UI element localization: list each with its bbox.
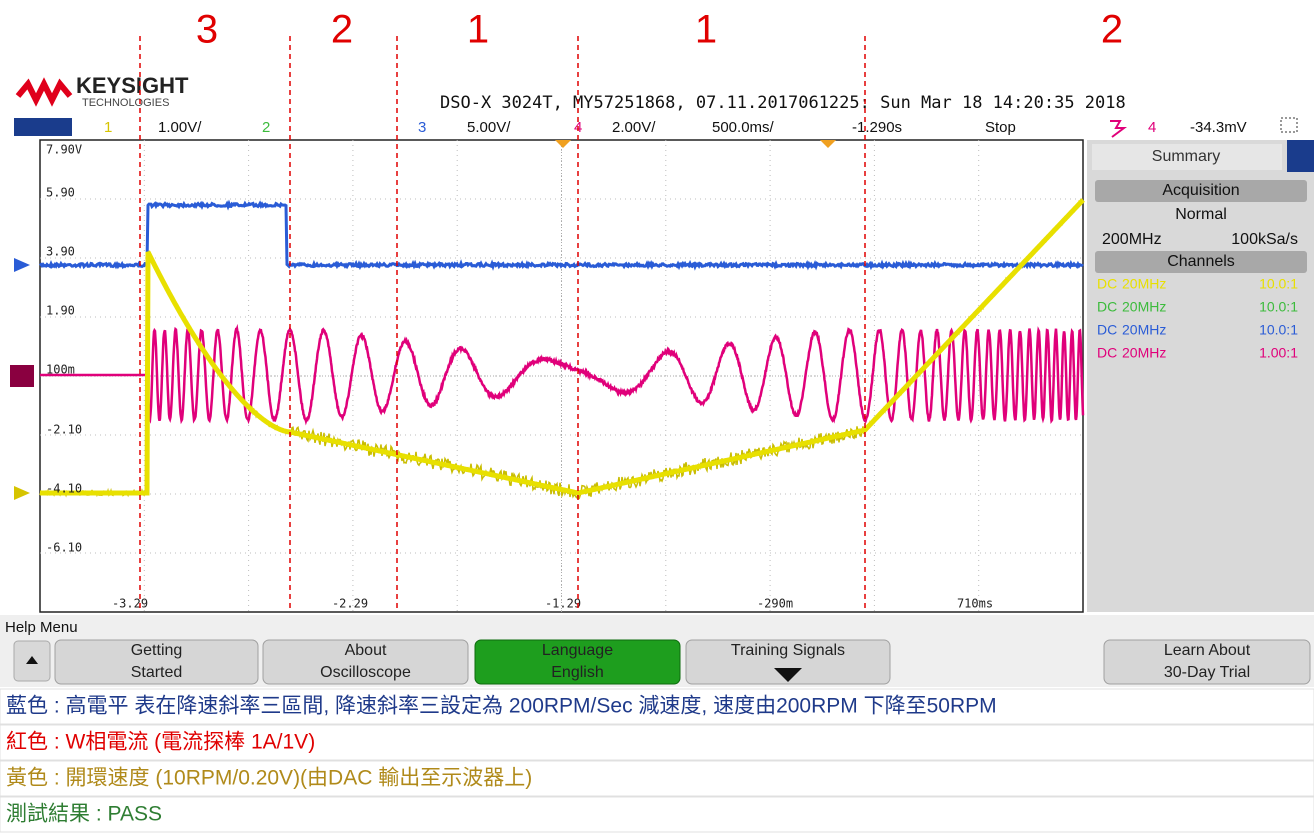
sample-rate: 100kSa/s xyxy=(1231,231,1298,248)
channel-coupling: DC xyxy=(1097,322,1117,338)
help-button[interactable]: Training Signals xyxy=(686,640,890,684)
channel-coupling: DC xyxy=(1097,276,1117,292)
ch3-scale: 5.00V/ xyxy=(467,119,511,136)
trigger-source: 4 xyxy=(1148,119,1156,136)
y-label: -2.10 xyxy=(46,423,82,437)
button-label: Language xyxy=(542,642,613,659)
x-label: -1.29 xyxy=(545,597,581,611)
ch4-scale: 2.00V/ xyxy=(612,119,656,136)
channel-coupling: DC xyxy=(1097,345,1117,361)
help-button[interactable]: Language English xyxy=(475,640,680,684)
channel-bar-icon xyxy=(14,118,72,136)
note-row xyxy=(0,797,1314,832)
channel-probe: 10.0:1 xyxy=(1259,322,1298,338)
note-text: 紅色 : W相電流 (電流探棒 1A/1V) xyxy=(6,731,315,754)
channels-heading: Channels xyxy=(1167,253,1235,270)
note-text: 測試結果 : PASS xyxy=(6,803,162,826)
channel-coupling: DC xyxy=(1097,299,1117,315)
help-button[interactable]: Getting Started xyxy=(55,640,258,684)
acquisition-heading: Acquisition xyxy=(1162,182,1239,199)
x-label: 710ms xyxy=(957,597,993,611)
button-label: Getting xyxy=(131,642,183,659)
channel-probe: 10.0:1 xyxy=(1259,299,1298,315)
scope-info: DSO-X 3024T, MY57251868, 07.11.201706122… xyxy=(440,93,1126,113)
note-text: 黃色 : 開環速度 (10RPM/0.20V)(由DAC 輸出至示波器上) xyxy=(6,767,532,790)
y-label: 3.90 xyxy=(46,245,75,259)
button-label: Learn About xyxy=(1164,642,1251,659)
notes: 藍色 : 高電平 表在降速斜率三區間, 降速斜率三設定為 200RPM/Sec … xyxy=(0,689,1314,832)
channel-bandwidth: 20MHz xyxy=(1122,345,1166,361)
ch1: 1 xyxy=(104,119,112,136)
channel-bandwidth: 20MHz xyxy=(1122,322,1166,338)
acquisition-mode: Normal xyxy=(1175,206,1227,223)
screenshot: KEYSIGHT TECHNOLOGIES DSO-X 3024T, MY572… xyxy=(0,0,1314,834)
timebase: 500.0ms/ xyxy=(712,119,775,136)
y-label: 1.90 xyxy=(46,304,75,318)
x-label: -290m xyxy=(757,597,793,611)
panel-title: Summary xyxy=(1152,148,1220,165)
region-label: 1 xyxy=(467,8,489,52)
region-label: 2 xyxy=(331,8,353,52)
help-menu-title: Help Menu xyxy=(5,619,78,636)
channel-bandwidth: 20MHz xyxy=(1122,299,1166,315)
trigger-level: -34.3mV xyxy=(1190,119,1247,136)
region-label: 1 xyxy=(695,8,717,52)
y-label: 5.90 xyxy=(46,186,75,200)
button-label: Training Signals xyxy=(731,642,845,659)
button-label: About xyxy=(345,642,387,659)
status: Stop xyxy=(985,119,1016,136)
channel-probe: 1.00:1 xyxy=(1259,345,1298,361)
channel-bandwidth: 20MHz xyxy=(1122,276,1166,292)
help-button[interactable]: Learn About 30-Day Trial xyxy=(1104,640,1310,684)
y-label: -4.10 xyxy=(46,482,82,496)
bandwidth: 200MHz xyxy=(1102,231,1162,248)
channel-probe: 10.0:1 xyxy=(1259,276,1298,292)
delay: -1.290s xyxy=(852,119,902,136)
x-label: -2.29 xyxy=(332,597,368,611)
brand-sub: TECHNOLOGIES xyxy=(82,97,169,109)
panel-tab[interactable] xyxy=(1287,140,1314,172)
region-label: 3 xyxy=(196,8,218,52)
button-label: Oscilloscope xyxy=(320,664,411,681)
ch2: 2 xyxy=(262,119,270,136)
button-label: 30-Day Trial xyxy=(1164,664,1250,681)
region-label: 2 xyxy=(1101,8,1123,52)
brand: KEYSIGHT xyxy=(76,73,189,98)
ch3: 3 xyxy=(418,119,426,136)
note-text: 藍色 : 高電平 表在降速斜率三區間, 降速斜率三設定為 200RPM/Sec … xyxy=(6,695,997,718)
x-label: -3.29 xyxy=(112,597,148,611)
button-label: English xyxy=(551,664,603,681)
y-label: 7.90V xyxy=(46,143,82,157)
y-label: -6.10 xyxy=(46,541,82,555)
y-label: 100m xyxy=(46,363,75,377)
ch1-scale: 1.00V/ xyxy=(158,119,202,136)
ch4-ground-marker xyxy=(10,365,34,387)
help-button[interactable]: About Oscilloscope xyxy=(263,640,468,684)
button-label: Started xyxy=(131,664,183,681)
